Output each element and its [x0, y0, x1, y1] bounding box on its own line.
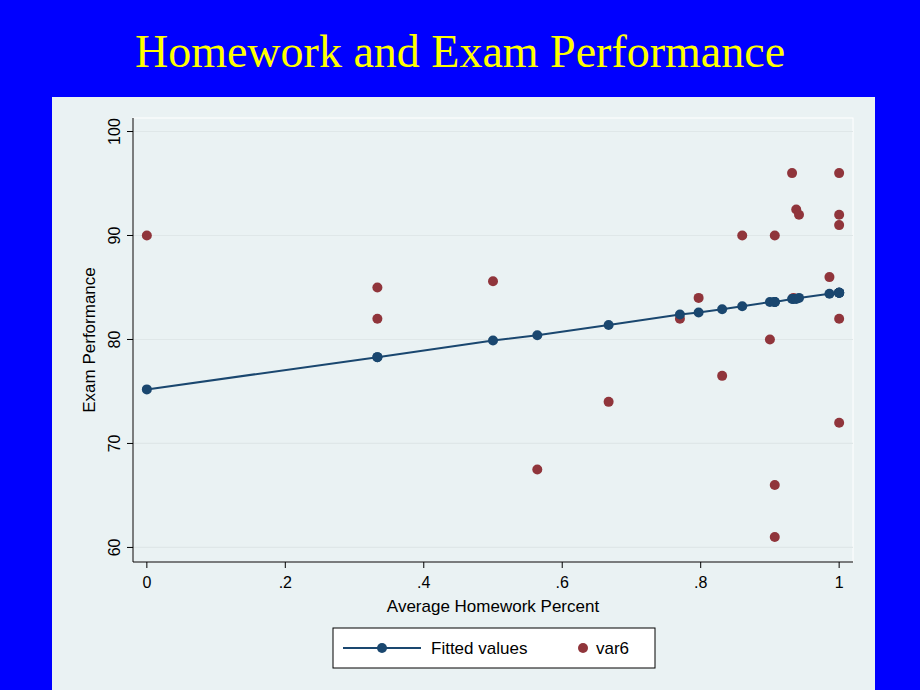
point [765, 334, 775, 344]
point [694, 293, 704, 303]
x-axis [133, 562, 853, 563]
plot-region [133, 118, 853, 562]
point [770, 297, 780, 307]
point [770, 532, 780, 542]
x-tick-label: 0 [142, 574, 151, 591]
point [770, 480, 780, 490]
x-tick [700, 562, 701, 568]
y-tick [127, 443, 133, 444]
grid-line [133, 443, 853, 444]
legend-marker [578, 643, 588, 653]
y-tick [127, 339, 133, 340]
x-tick-label: .8 [694, 574, 707, 591]
point [824, 289, 834, 299]
grid-line [133, 547, 853, 548]
point [675, 310, 685, 320]
x-tick [285, 562, 286, 568]
point [372, 352, 382, 362]
point [694, 307, 704, 317]
point [794, 210, 804, 220]
legend-label: var6 [596, 639, 629, 658]
point [532, 464, 542, 474]
point [532, 330, 542, 340]
point [142, 384, 152, 394]
legend-marker [377, 643, 387, 653]
point [770, 230, 780, 240]
point [834, 288, 844, 298]
chart: 60 70 80 90 100 0 .2 .4 .6 .8 1 Average Homework Pe… [0, 0, 920, 690]
y-axis-title: Exam Performance [80, 267, 99, 413]
point [142, 230, 152, 240]
y-tick-label: 70 [106, 434, 123, 452]
x-tick-label: .2 [279, 574, 292, 591]
fit-line [147, 293, 839, 390]
x-axis-title: Average Homework Percent [387, 597, 600, 616]
x-tick [839, 562, 840, 568]
point [604, 320, 614, 330]
y-axis [133, 118, 134, 562]
point [372, 352, 382, 362]
point [834, 288, 844, 298]
y-tick-label: 80 [106, 330, 123, 348]
point [834, 168, 844, 178]
point [717, 371, 727, 381]
point [834, 210, 844, 220]
point [488, 276, 498, 286]
point [834, 314, 844, 324]
point [834, 288, 844, 298]
point [488, 336, 498, 346]
x-tick-label: .4 [417, 574, 430, 591]
point [737, 230, 747, 240]
point [717, 304, 727, 314]
x-tick [562, 562, 563, 568]
marks [142, 168, 844, 542]
x-tick-label: .6 [556, 574, 569, 591]
point [787, 168, 797, 178]
y-tick-label: 100 [106, 118, 123, 145]
y-tick [127, 547, 133, 548]
point [372, 314, 382, 324]
point [770, 297, 780, 307]
y-tick [127, 235, 133, 236]
grid-line [133, 131, 853, 132]
y-tick-label: 90 [106, 226, 123, 244]
legend-label: Fitted values [431, 639, 527, 658]
point [824, 272, 834, 282]
point [604, 397, 614, 407]
point [834, 418, 844, 428]
graph-region [52, 97, 875, 690]
x-tick [423, 562, 424, 568]
point [834, 220, 844, 230]
point [834, 288, 844, 298]
x-tick-label: 1 [835, 574, 844, 591]
y-tick-label: 60 [106, 538, 123, 556]
point [770, 297, 780, 307]
x-tick [146, 562, 147, 568]
legend-box [333, 628, 655, 668]
point [737, 301, 747, 311]
title: Homework and Exam Performance [0, 22, 920, 82]
y-tick [127, 131, 133, 132]
point [794, 293, 804, 303]
point [834, 288, 844, 298]
point [372, 282, 382, 292]
